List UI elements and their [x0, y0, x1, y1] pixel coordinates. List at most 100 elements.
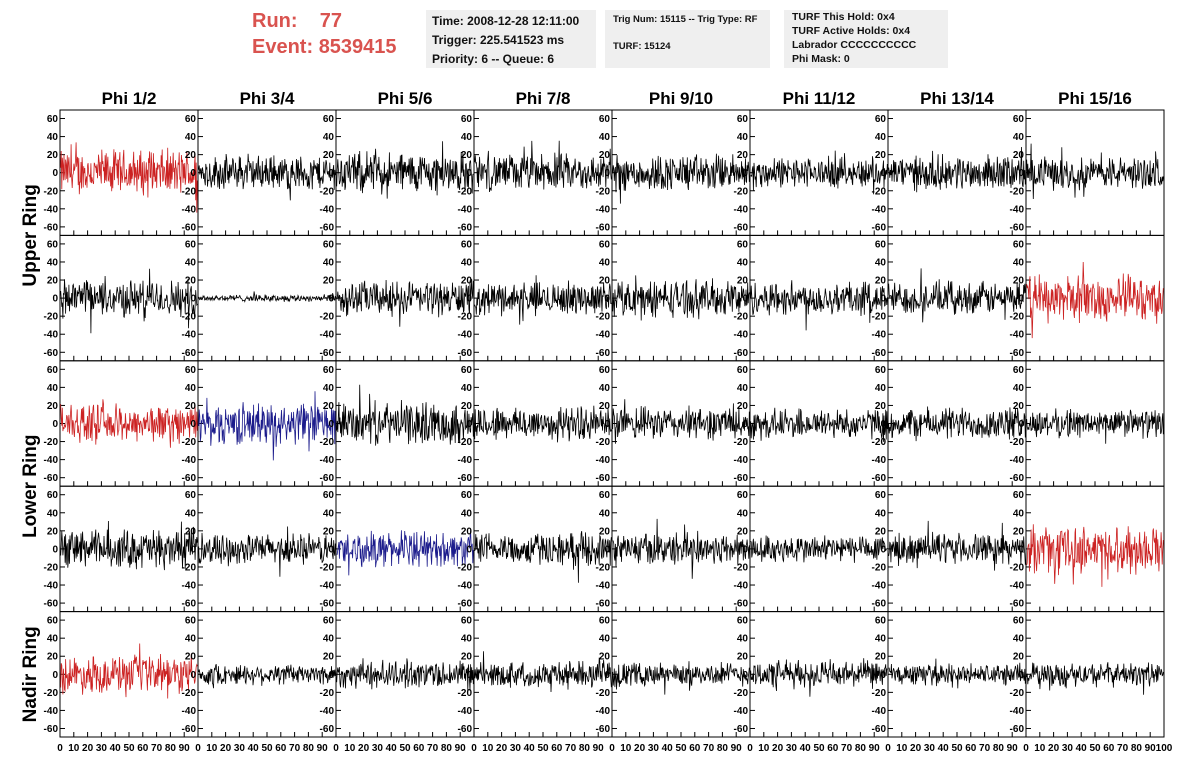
- column-header-phi-3: Phi 5/6: [378, 89, 433, 108]
- y-tick-label-r3-c0-2: 20: [47, 526, 59, 537]
- x-tick-label-c1-8: 80: [303, 743, 315, 754]
- y-tick-label-r1-c6-6: -60: [872, 348, 887, 359]
- y-tick-label-r3-c1-6: -60: [182, 599, 197, 610]
- y-tick-label-r2-c6-1: 40: [875, 383, 887, 394]
- y-tick-label-r4-c1-0: 60: [185, 616, 197, 627]
- x-tick-label-c4-6: 60: [689, 743, 701, 754]
- priority-text: Priority: 6 -- Queue: 6: [432, 52, 555, 66]
- y-tick-label-r1-c2-5: -40: [320, 330, 335, 341]
- y-tick-label-r2-c7-0: 60: [1013, 365, 1025, 376]
- waveform-trace-r2-c7: [1026, 408, 1164, 444]
- y-tick-label-r0-c4-5: -40: [596, 204, 611, 215]
- y-tick-label-r2-c1-1: 40: [185, 383, 197, 394]
- y-tick-label-r2-c7-3: 0: [1018, 419, 1024, 430]
- y-tick-label-r0-c7-3: 0: [1018, 168, 1024, 179]
- y-tick-label-r4-c5-0: 60: [737, 616, 749, 627]
- x-tick-label-c7-9: 90: [1145, 743, 1157, 754]
- y-tick-label-r0-c5-0: 60: [737, 114, 749, 125]
- y-tick-label-r2-c0-3: 0: [52, 419, 58, 430]
- x-tick-label-c3-1: 10: [482, 743, 494, 754]
- y-tick-label-r0-c3-0: 60: [461, 114, 473, 125]
- y-tick-label-r4-c4-4: -20: [596, 688, 611, 699]
- y-tick-label-r2-c0-5: -40: [44, 455, 59, 466]
- y-tick-label-r3-c3-2: 20: [461, 526, 473, 537]
- y-tick-label-r2-c6-6: -60: [872, 473, 887, 484]
- y-tick-label-r3-c2-1: 40: [323, 508, 335, 519]
- waveform-trace-r0-c4: [612, 153, 750, 204]
- x-tick-label-c3-4: 40: [524, 743, 536, 754]
- y-tick-label-r4-c5-5: -40: [734, 706, 749, 717]
- y-tick-label-r2-c2-4: -20: [320, 437, 335, 448]
- y-tick-label-r1-c6-2: 20: [875, 276, 887, 287]
- y-tick-label-r0-c5-6: -60: [734, 222, 749, 233]
- y-tick-label-r4-c6-5: -40: [872, 706, 887, 717]
- y-tick-label-r1-c1-6: -60: [182, 348, 197, 359]
- y-tick-label-r3-c7-0: 60: [1013, 490, 1025, 501]
- y-tick-label-r4-c2-0: 60: [323, 616, 335, 627]
- event-label: Event:: [252, 36, 314, 58]
- x-tick-label-c7-3: 30: [1062, 743, 1074, 754]
- y-tick-label-r3-c7-6: -60: [1010, 599, 1025, 610]
- y-tick-label-r3-c7-3: 0: [1018, 544, 1024, 555]
- y-tick-label-r4-c4-1: 40: [599, 634, 611, 645]
- y-tick-label-r3-c4-6: -60: [596, 599, 611, 610]
- x-tick-label-c3-7: 70: [565, 743, 577, 754]
- waveform-trace-r3-c4: [612, 518, 750, 579]
- x-tick-label-c5-5: 50: [813, 743, 825, 754]
- x-tick-label-c5-9: 90: [869, 743, 881, 754]
- turf-text: TURF: 15124: [613, 41, 671, 52]
- y-tick-label-r3-c4-3: 0: [604, 544, 610, 555]
- y-tick-label-r1-c1-2: 20: [185, 276, 197, 287]
- y-tick-label-r0-c5-1: 40: [737, 132, 749, 143]
- y-tick-label-r0-c6-2: 20: [875, 150, 887, 161]
- y-tick-label-r0-c6-6: -60: [872, 222, 887, 233]
- waveform-trace-r0-c7: [1026, 143, 1164, 200]
- y-tick-label-r4-c6-0: 60: [875, 616, 887, 627]
- y-tick-label-r1-c1-5: -40: [182, 330, 197, 341]
- y-tick-label-r1-c1-0: 60: [185, 239, 197, 250]
- y-tick-label-r3-c4-1: 40: [599, 508, 611, 519]
- y-tick-label-r4-c6-2: 20: [875, 652, 887, 663]
- y-tick-label-r0-c1-1: 40: [185, 132, 197, 143]
- y-tick-label-r2-c5-4: -20: [734, 437, 749, 448]
- y-tick-label-r4-c3-6: -60: [458, 724, 473, 735]
- y-tick-label-r0-c3-1: 40: [461, 132, 473, 143]
- run-line: Run: 77: [252, 8, 397, 34]
- x-tick-label-c1-7: 70: [289, 743, 301, 754]
- x-tick-label-c4-0: 0: [609, 743, 615, 754]
- waveform-trace-r1-c2: [336, 279, 474, 327]
- x-tick-label-c2-0: 0: [333, 743, 339, 754]
- y-tick-label-r2-c6-5: -40: [872, 455, 887, 466]
- y-tick-label-r2-c4-3: 0: [604, 419, 610, 430]
- panel-frame-r3-c1: [197, 485, 337, 613]
- y-tick-label-r0-c5-4: -20: [734, 186, 749, 197]
- y-tick-label-r1-c3-4: -20: [458, 312, 473, 323]
- y-tick-label-r3-c3-0: 60: [461, 490, 473, 501]
- y-tick-label-r2-c5-6: -60: [734, 473, 749, 484]
- y-tick-label-r4-c4-2: 20: [599, 652, 611, 663]
- y-tick-label-r0-c3-2: 20: [461, 150, 473, 161]
- y-tick-label-r2-c4-4: -20: [596, 437, 611, 448]
- x-tick-label-c5-6: 60: [827, 743, 839, 754]
- y-tick-label-r2-c1-0: 60: [185, 365, 197, 376]
- y-tick-label-r4-c5-3: 0: [742, 670, 748, 681]
- y-tick-label-r4-c1-3: 0: [190, 670, 196, 681]
- x-tick-label-c3-5: 50: [537, 743, 549, 754]
- panel-frame-r1-c1: [197, 234, 337, 362]
- y-tick-label-r3-c4-0: 60: [599, 490, 611, 501]
- y-tick-label-r0-c7-6: -60: [1010, 222, 1025, 233]
- x-tick-label-c6-0: 0: [885, 743, 891, 754]
- x-tick-label-c6-4: 40: [938, 743, 950, 754]
- y-tick-label-r3-c2-4: -20: [320, 562, 335, 573]
- time-text: Time: 2008-12-28 12:11:00: [432, 14, 580, 28]
- y-tick-label-r2-c3-3: 0: [466, 419, 472, 430]
- y-tick-label-r0-c0-5: -40: [44, 204, 59, 215]
- y-tick-label-r1-c0-0: 60: [47, 239, 59, 250]
- y-tick-label-r3-c4-4: -20: [596, 562, 611, 573]
- x-tick-label-c5-1: 10: [758, 743, 770, 754]
- ring-label-nadir-ring: Nadir Ring: [20, 626, 41, 722]
- y-tick-label-r1-c7-0: 60: [1013, 239, 1025, 250]
- y-tick-label-r0-c6-1: 40: [875, 132, 887, 143]
- y-tick-label-r1-c7-1: 40: [1013, 257, 1025, 268]
- y-tick-label-r0-c1-2: 20: [185, 150, 197, 161]
